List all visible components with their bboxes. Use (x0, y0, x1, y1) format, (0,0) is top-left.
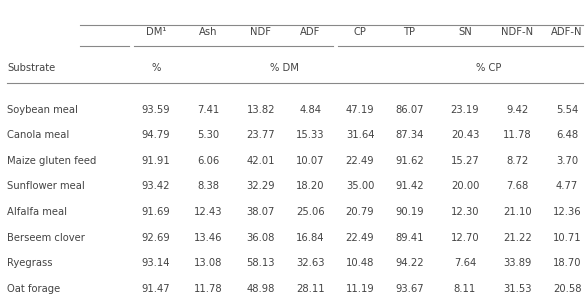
Text: NDF-N: NDF-N (502, 27, 533, 37)
Text: 42.01: 42.01 (246, 156, 275, 166)
Text: ADF: ADF (300, 27, 320, 37)
Text: 89.41: 89.41 (395, 233, 424, 243)
Text: 10.07: 10.07 (296, 156, 325, 166)
Text: 35.00: 35.00 (346, 181, 374, 192)
Text: 10.48: 10.48 (346, 258, 374, 268)
Text: 5.30: 5.30 (198, 130, 219, 140)
Text: 21.10: 21.10 (503, 207, 532, 217)
Text: 15.33: 15.33 (296, 130, 325, 140)
Text: 93.14: 93.14 (142, 258, 170, 268)
Text: 91.42: 91.42 (395, 181, 424, 192)
Text: Oat forage: Oat forage (7, 284, 61, 294)
Text: 16.84: 16.84 (296, 233, 325, 243)
Text: 7.68: 7.68 (506, 181, 529, 192)
Text: 91.62: 91.62 (395, 156, 424, 166)
Text: 3.70: 3.70 (556, 156, 578, 166)
Text: 31.53: 31.53 (503, 284, 532, 294)
Text: NDF: NDF (250, 27, 272, 37)
Text: DM¹: DM¹ (146, 27, 166, 37)
Text: 12.70: 12.70 (450, 233, 479, 243)
Text: %: % (151, 63, 161, 73)
Text: CP: CP (353, 27, 366, 37)
Text: 92.69: 92.69 (142, 233, 171, 243)
Text: 10.71: 10.71 (553, 233, 582, 243)
Text: 9.42: 9.42 (506, 104, 529, 115)
Text: 20.58: 20.58 (553, 284, 582, 294)
Text: 31.64: 31.64 (346, 130, 375, 140)
Text: 47.19: 47.19 (346, 104, 375, 115)
Text: 22.49: 22.49 (346, 233, 375, 243)
Text: 7.41: 7.41 (198, 104, 219, 115)
Text: 94.79: 94.79 (142, 130, 171, 140)
Text: 36.08: 36.08 (247, 233, 275, 243)
Text: 94.22: 94.22 (395, 258, 424, 268)
Text: 48.98: 48.98 (247, 284, 275, 294)
Text: 8.11: 8.11 (454, 284, 476, 294)
Text: 23.19: 23.19 (450, 104, 479, 115)
Text: 90.19: 90.19 (395, 207, 424, 217)
Text: Canola meal: Canola meal (7, 130, 69, 140)
Text: 87.34: 87.34 (395, 130, 424, 140)
Text: 18.20: 18.20 (296, 181, 325, 192)
Text: 32.63: 32.63 (296, 258, 325, 268)
Text: 38.07: 38.07 (247, 207, 275, 217)
Text: 12.30: 12.30 (451, 207, 479, 217)
Text: Sunflower meal: Sunflower meal (7, 181, 85, 192)
Text: 13.82: 13.82 (246, 104, 275, 115)
Text: 7.64: 7.64 (454, 258, 476, 268)
Text: 32.29: 32.29 (246, 181, 275, 192)
Text: Soybean meal: Soybean meal (7, 104, 78, 115)
Text: ADF-N: ADF-N (552, 27, 583, 37)
Text: 11.78: 11.78 (503, 130, 532, 140)
Text: 12.36: 12.36 (553, 207, 582, 217)
Text: 8.72: 8.72 (506, 156, 529, 166)
Text: 18.70: 18.70 (553, 258, 582, 268)
Text: Alfalfa meal: Alfalfa meal (7, 207, 67, 217)
Text: 5.54: 5.54 (556, 104, 578, 115)
Text: 6.06: 6.06 (198, 156, 219, 166)
Text: 6.48: 6.48 (556, 130, 578, 140)
Text: % DM: % DM (270, 63, 299, 73)
Text: 4.77: 4.77 (556, 181, 578, 192)
Text: 91.91: 91.91 (142, 156, 171, 166)
Text: 93.42: 93.42 (142, 181, 170, 192)
Text: 33.89: 33.89 (503, 258, 532, 268)
Text: 91.47: 91.47 (142, 284, 171, 294)
Text: 91.69: 91.69 (142, 207, 171, 217)
Text: 93.67: 93.67 (395, 284, 424, 294)
Text: Maize gluten feed: Maize gluten feed (7, 156, 96, 166)
Text: 22.49: 22.49 (346, 156, 375, 166)
Text: 13.46: 13.46 (194, 233, 223, 243)
Text: Substrate: Substrate (7, 63, 55, 73)
Text: 4.84: 4.84 (299, 104, 322, 115)
Text: 23.77: 23.77 (246, 130, 275, 140)
Text: 13.08: 13.08 (194, 258, 223, 268)
Text: % CP: % CP (476, 63, 501, 73)
Text: 11.78: 11.78 (194, 284, 223, 294)
Text: TP: TP (403, 27, 416, 37)
Text: 28.11: 28.11 (296, 284, 325, 294)
Text: 58.13: 58.13 (246, 258, 275, 268)
Text: Ash: Ash (199, 27, 218, 37)
Text: 15.27: 15.27 (450, 156, 479, 166)
Text: 20.43: 20.43 (451, 130, 479, 140)
Text: 93.59: 93.59 (142, 104, 171, 115)
Text: 8.38: 8.38 (198, 181, 219, 192)
Text: 86.07: 86.07 (395, 104, 424, 115)
Text: Berseem clover: Berseem clover (7, 233, 85, 243)
Text: Ryegrass: Ryegrass (7, 258, 53, 268)
Text: 12.43: 12.43 (194, 207, 223, 217)
Text: 25.06: 25.06 (296, 207, 325, 217)
Text: SN: SN (458, 27, 472, 37)
Text: 20.79: 20.79 (346, 207, 375, 217)
Text: 11.19: 11.19 (346, 284, 375, 294)
Text: 20.00: 20.00 (451, 181, 479, 192)
Text: 21.22: 21.22 (503, 233, 532, 243)
